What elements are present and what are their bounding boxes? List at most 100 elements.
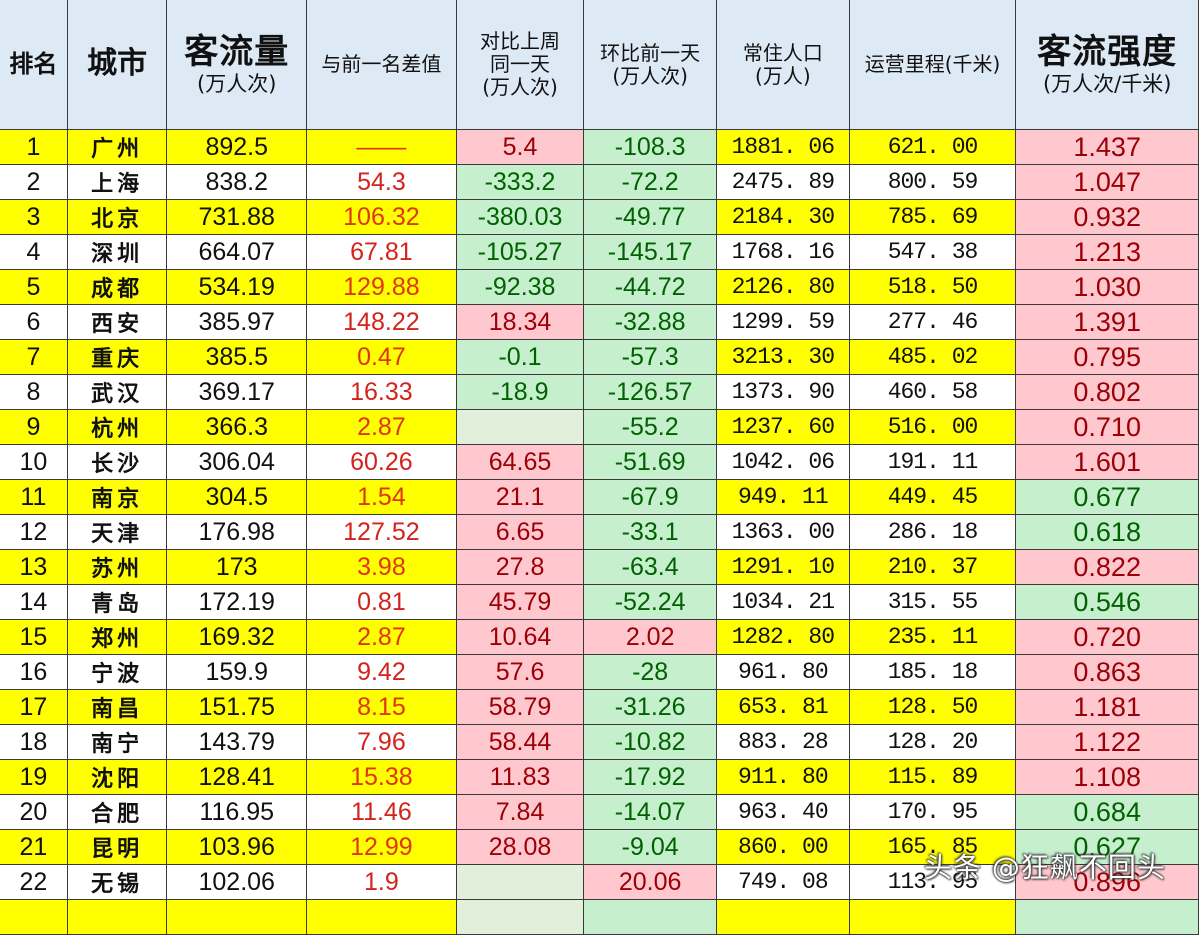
population-cell: 1373. 90 (715, 374, 850, 410)
table-row: 12 天津 176.98 127.52 6.65 -33.1 1363. 00 286. 18… (0, 514, 1199, 550)
city-cell: 重庆 (66, 339, 168, 375)
mileage-cell: 785. 69 (848, 199, 1017, 235)
table-row: 20 合肥 116.95 11.46 7.84 -14.07 963. 40 170. 95 0… (0, 794, 1199, 830)
diff-cell: —— (306, 129, 457, 165)
header-intensity: 客流强度 (万人次/千米) (1015, 0, 1199, 130)
population-cell: 1291. 10 (715, 549, 850, 585)
day-compare-cell: -9.04 (583, 829, 717, 865)
population-cell: 2475. 89 (715, 164, 850, 200)
rank-cell: 10 (0, 444, 68, 480)
population-cell: 1768. 16 (715, 234, 850, 270)
header-week-compare: 对比上周 同一天 (万人次) (455, 0, 585, 130)
week-compare-cell: 18.34 (455, 304, 585, 340)
city-cell: 宁波 (66, 654, 168, 690)
day-compare-cell: -63.4 (583, 549, 717, 585)
week-compare-cell: 21.1 (455, 479, 585, 515)
header-city: 城市 (66, 0, 168, 130)
week-compare-cell: -380.03 (455, 199, 585, 235)
partial-cell (848, 899, 1017, 935)
diff-cell: 16.33 (306, 374, 457, 410)
rank-cell: 1 (0, 129, 68, 165)
mileage-cell: 518. 50 (848, 269, 1017, 305)
diff-cell: 0.81 (306, 584, 457, 620)
city-cell: 深圳 (66, 234, 168, 270)
rank-cell: 21 (0, 829, 68, 865)
city-cell: 南宁 (66, 724, 168, 760)
intensity-cell: 0.896 (1015, 864, 1199, 900)
flow-cell: 366.3 (166, 409, 308, 445)
table-row: 5 成都 534.19 129.88 -92.38 -44.72 2126. 80 518. … (0, 269, 1199, 305)
rank-cell: 16 (0, 654, 68, 690)
partial-cell (583, 899, 717, 935)
flow-cell: 664.07 (166, 234, 308, 270)
flow-cell: 169.32 (166, 619, 308, 655)
mileage-cell: 315. 55 (848, 584, 1017, 620)
table-row: 16 宁波 159.9 9.42 57.6 -28 961. 80 185. 18 0.863 (0, 654, 1199, 690)
population-cell: 749. 08 (715, 864, 850, 900)
table-row: 6 西安 385.97 148.22 18.34 -32.88 1299. 59 277. 4… (0, 304, 1199, 340)
diff-cell: 106.32 (306, 199, 457, 235)
table-row: 13 苏州 173 3.98 27.8 -63.4 1291. 10 210. 37 0.822 (0, 549, 1199, 585)
mileage-cell: 286. 18 (848, 514, 1017, 550)
day-compare-cell: -10.82 (583, 724, 717, 760)
table-row: 15 郑州 169.32 2.87 10.64 2.02 1282. 80 235. 11 0.… (0, 619, 1199, 655)
intensity-cell: 0.546 (1015, 584, 1199, 620)
day-compare-cell: 2.02 (583, 619, 717, 655)
flow-cell: 731.88 (166, 199, 308, 235)
population-cell: 1299. 59 (715, 304, 850, 340)
week-compare-cell: 10.64 (455, 619, 585, 655)
header-rank: 排名 (0, 0, 68, 130)
flow-cell: 306.04 (166, 444, 308, 480)
mileage-cell: 170. 95 (848, 794, 1017, 830)
table-row: 10 长沙 306.04 60.26 64.65 -51.69 1042. 06 191. 1… (0, 444, 1199, 480)
population-cell: 3213. 30 (715, 339, 850, 375)
rank-cell: 2 (0, 164, 68, 200)
diff-cell: 7.96 (306, 724, 457, 760)
city-cell: 沈阳 (66, 759, 168, 795)
population-cell: 1237. 60 (715, 409, 850, 445)
intensity-cell: 1.030 (1015, 269, 1199, 305)
table-row: 3 北京 731.88 106.32 -380.03 -49.77 2184. 30 785.… (0, 199, 1199, 235)
mileage-cell: 235. 11 (848, 619, 1017, 655)
rank-cell: 13 (0, 549, 68, 585)
week-compare-cell (455, 409, 585, 445)
city-cell: 南京 (66, 479, 168, 515)
week-compare-cell: 45.79 (455, 584, 585, 620)
partial-cell (715, 899, 850, 935)
diff-cell: 9.42 (306, 654, 457, 690)
city-cell: 南昌 (66, 689, 168, 725)
table-row: 21 昆明 103.96 12.99 28.08 -9.04 860. 00 165. 85 0… (0, 829, 1199, 865)
intensity-cell: 1.601 (1015, 444, 1199, 480)
city-cell: 北京 (66, 199, 168, 235)
mileage-cell: 128. 50 (848, 689, 1017, 725)
intensity-cell: 1.122 (1015, 724, 1199, 760)
population-cell: 1034. 21 (715, 584, 850, 620)
week-compare-cell: 5.4 (455, 129, 585, 165)
flow-cell: 128.41 (166, 759, 308, 795)
partial-cell (306, 899, 457, 935)
week-compare-cell (455, 864, 585, 900)
city-cell: 无锡 (66, 864, 168, 900)
flow-cell: 102.06 (166, 864, 308, 900)
intensity-cell: 1.108 (1015, 759, 1199, 795)
diff-cell: 11.46 (306, 794, 457, 830)
intensity-cell: 0.618 (1015, 514, 1199, 550)
rank-cell: 6 (0, 304, 68, 340)
partial-cell (455, 899, 585, 935)
population-cell: 2126. 80 (715, 269, 850, 305)
partial-cell (1015, 899, 1199, 935)
intensity-cell: 1.213 (1015, 234, 1199, 270)
table-row: 17 南昌 151.75 8.15 58.79 -31.26 653. 81 128. 50 1… (0, 689, 1199, 725)
mileage-cell: 621. 00 (848, 129, 1017, 165)
day-compare-cell: -72.2 (583, 164, 717, 200)
city-cell: 昆明 (66, 829, 168, 865)
intensity-cell: 0.802 (1015, 374, 1199, 410)
mileage-cell: 277. 46 (848, 304, 1017, 340)
mileage-cell: 800. 59 (848, 164, 1017, 200)
rank-cell: 8 (0, 374, 68, 410)
population-cell: 1881. 06 (715, 129, 850, 165)
rank-cell: 14 (0, 584, 68, 620)
population-cell: 911. 80 (715, 759, 850, 795)
intensity-cell: 0.932 (1015, 199, 1199, 235)
mileage-cell: 449. 45 (848, 479, 1017, 515)
